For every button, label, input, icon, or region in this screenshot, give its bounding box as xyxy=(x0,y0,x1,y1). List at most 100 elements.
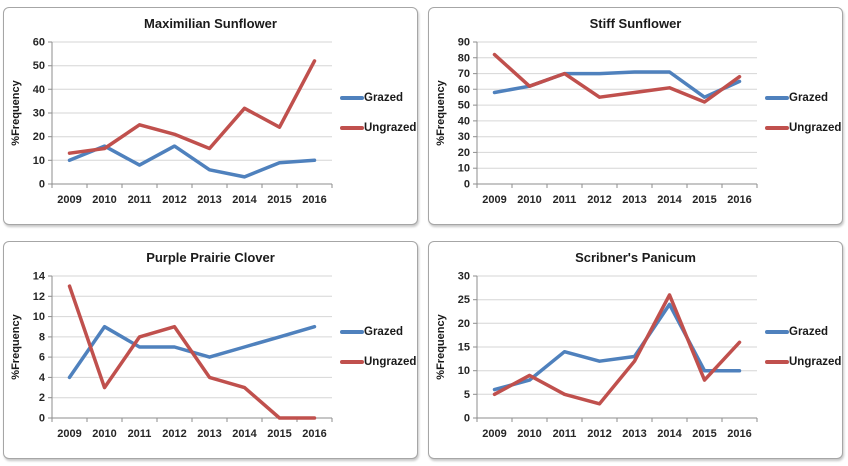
legend-item-grazed: Grazed xyxy=(765,326,841,338)
svg-text:50: 50 xyxy=(458,100,470,112)
svg-text:2013: 2013 xyxy=(197,194,221,206)
svg-text:2011: 2011 xyxy=(553,194,577,206)
legend: Grazed Ungrazed xyxy=(340,326,416,368)
legend-swatch-grazed xyxy=(340,96,364,100)
legend-swatch-grazed xyxy=(340,330,364,334)
chart-panel-maximilian-sunflower: Maximilian Sunflower 0 10 20 30 40 50 60 2009 20… xyxy=(3,7,418,225)
legend-item-ungrazed: Ungrazed xyxy=(340,356,416,368)
svg-text:2016: 2016 xyxy=(302,194,326,206)
svg-text:2014: 2014 xyxy=(232,194,257,206)
svg-text:14: 14 xyxy=(33,271,46,283)
svg-text:0: 0 xyxy=(39,413,45,425)
svg-text:2011: 2011 xyxy=(128,194,152,206)
series-line-ungrazed xyxy=(492,293,742,406)
y-axis-title: %Frequency xyxy=(435,79,447,145)
legend-item-grazed: Grazed xyxy=(340,326,416,338)
series-line-ungrazed xyxy=(492,52,742,104)
axes xyxy=(476,42,758,188)
legend-item-ungrazed: Ungrazed xyxy=(765,122,841,134)
svg-text:20: 20 xyxy=(33,131,45,143)
chart-panel-purple-prairie-clover: Purple Prairie Clover 0 2 4 6 8 10 12 14 2009 201… xyxy=(3,241,418,459)
legend-label: Grazed xyxy=(364,92,403,104)
svg-text:70: 70 xyxy=(458,68,470,80)
legend-swatch-ungrazed xyxy=(340,126,364,130)
gridlines-and-y-ticks: 0 10 20 30 40 50 60 xyxy=(33,37,332,191)
chart-panel-stiff-sunflower: Stiff Sunflower 0 10 20 30 40 50 60 70 80 90 2009 2… xyxy=(428,7,843,225)
legend-label: Grazed xyxy=(789,92,828,104)
svg-text:10: 10 xyxy=(33,311,45,323)
svg-text:2012: 2012 xyxy=(162,428,186,440)
svg-text:2014: 2014 xyxy=(657,428,682,440)
series-line-grazed xyxy=(492,302,742,392)
svg-text:40: 40 xyxy=(458,115,470,127)
svg-text:2015: 2015 xyxy=(692,428,716,440)
svg-text:60: 60 xyxy=(458,84,470,96)
svg-text:0: 0 xyxy=(39,179,45,191)
svg-text:2013: 2013 xyxy=(622,194,646,206)
svg-text:20: 20 xyxy=(458,147,470,159)
svg-text:2009: 2009 xyxy=(57,194,81,206)
x-tick-labels: 2009 2010 2011 2012 2013 2014 2015 2016 xyxy=(57,428,326,440)
svg-text:2010: 2010 xyxy=(517,194,541,206)
svg-text:2011: 2011 xyxy=(128,428,152,440)
svg-text:2014: 2014 xyxy=(657,194,682,206)
svg-text:90: 90 xyxy=(458,37,470,49)
svg-text:2012: 2012 xyxy=(587,428,611,440)
svg-text:2010: 2010 xyxy=(92,428,116,440)
svg-text:80: 80 xyxy=(458,52,470,64)
svg-text:25: 25 xyxy=(458,294,470,306)
chart-title: Stiff Sunflower xyxy=(589,16,682,31)
chart-body: 0 10 20 30 40 50 60 2009 2010 2011 2012 2013 2014 201… xyxy=(4,32,417,210)
chart-panel-scribners-panicum: Scribner's Panicum 0 5 10 15 20 25 30 2009 2010 2… xyxy=(428,241,843,459)
legend-swatch-ungrazed xyxy=(340,360,364,364)
svg-text:30: 30 xyxy=(458,131,470,143)
svg-text:2011: 2011 xyxy=(553,428,577,440)
svg-text:2015: 2015 xyxy=(267,428,291,440)
svg-text:15: 15 xyxy=(458,342,470,354)
svg-text:10: 10 xyxy=(33,155,45,167)
chart-body: 0 5 10 15 20 25 30 2009 2010 2011 2012 2013 2014 2015… xyxy=(429,266,842,444)
svg-text:20: 20 xyxy=(458,318,470,330)
gridlines-and-y-ticks: 0 5 10 15 20 25 30 xyxy=(458,271,757,425)
legend-swatch-grazed xyxy=(765,96,789,100)
svg-text:30: 30 xyxy=(33,108,45,120)
svg-text:2014: 2014 xyxy=(232,428,257,440)
svg-text:4: 4 xyxy=(39,372,46,384)
x-tick-labels: 2009 2010 2011 2012 2013 2014 2015 2016 xyxy=(482,428,751,440)
svg-text:2013: 2013 xyxy=(622,428,646,440)
x-tick-labels: 2009 2010 2011 2012 2013 2014 2015 2016 xyxy=(482,194,751,206)
svg-text:30: 30 xyxy=(458,271,470,283)
svg-text:2012: 2012 xyxy=(587,194,611,206)
svg-text:2015: 2015 xyxy=(692,194,716,206)
y-axis-title: %Frequency xyxy=(435,313,447,379)
svg-text:2016: 2016 xyxy=(727,194,751,206)
series-line-grazed xyxy=(67,144,317,179)
svg-text:2010: 2010 xyxy=(517,428,541,440)
series-line-ungrazed xyxy=(67,284,317,420)
chart-body: 0 10 20 30 40 50 60 70 80 90 2009 2010 2011 2012 2013 2… xyxy=(429,32,842,210)
svg-text:6: 6 xyxy=(39,352,45,364)
svg-text:2012: 2012 xyxy=(162,194,186,206)
legend: Grazed Ungrazed xyxy=(340,92,416,134)
line-chart: 0 10 20 30 40 50 60 2009 2010 2011 2012 2013 2014 201… xyxy=(10,37,333,206)
legend-item-ungrazed: Ungrazed xyxy=(765,356,841,368)
svg-text:40: 40 xyxy=(33,84,45,96)
axes xyxy=(51,42,333,188)
legend-label: Ungrazed xyxy=(789,122,842,134)
svg-text:0: 0 xyxy=(464,413,470,425)
axes xyxy=(476,276,758,422)
svg-text:10: 10 xyxy=(458,163,470,175)
svg-text:2009: 2009 xyxy=(482,428,506,440)
series-line-ungrazed xyxy=(67,59,317,155)
legend-item-grazed: Grazed xyxy=(765,92,841,104)
chart-body: 0 2 4 6 8 10 12 14 2009 2010 2011 2012 2013 2014 2015 2… xyxy=(4,266,417,444)
legend-swatch-ungrazed xyxy=(765,126,789,130)
legend-label: Grazed xyxy=(789,326,828,338)
svg-text:2016: 2016 xyxy=(302,428,326,440)
chart-title: Maximilian Sunflower xyxy=(144,16,277,31)
line-chart: 0 5 10 15 20 25 30 2009 2010 2011 2012 2013 2014 2015… xyxy=(435,271,758,440)
svg-text:2: 2 xyxy=(39,392,45,404)
chart-title: Scribner's Panicum xyxy=(575,250,696,265)
